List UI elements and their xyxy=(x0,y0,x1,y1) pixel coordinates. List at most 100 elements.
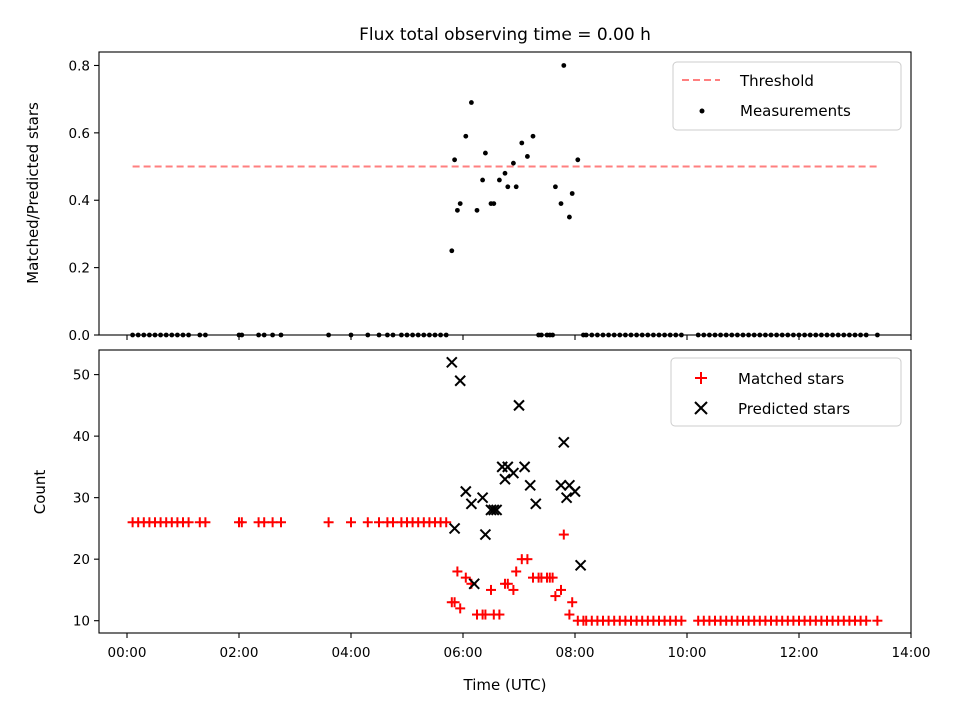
predicted-star-point xyxy=(499,473,511,485)
measurement-point xyxy=(511,160,516,166)
legend-measurements-label: Measurements xyxy=(740,102,851,120)
bottom-x-tick-label: 04:00 xyxy=(332,645,371,661)
matched-star-point xyxy=(502,578,513,589)
matched-star-point xyxy=(567,597,578,608)
matched-star-point xyxy=(362,517,373,528)
matched-star-point xyxy=(550,591,561,602)
matched-star-point xyxy=(558,529,569,540)
predicted-star-point xyxy=(530,498,542,510)
predicted-star-point xyxy=(479,528,492,541)
bottom-y-tick-label: 40 xyxy=(73,429,90,445)
measurement-point xyxy=(474,207,480,213)
matched-star-point xyxy=(494,609,505,620)
measurement-point xyxy=(530,133,536,139)
measurement-point xyxy=(519,140,525,146)
predicted-star-point xyxy=(513,399,525,412)
measurement-point xyxy=(449,248,455,254)
top-y-tick-label: 0.2 xyxy=(69,261,90,277)
predicted-star-point xyxy=(446,356,458,369)
matched-star-point xyxy=(441,517,452,528)
measurement-point xyxy=(480,177,485,183)
predicted-star-point xyxy=(488,504,500,516)
top-y-tick-label: 0.6 xyxy=(69,126,90,142)
bottom-panel: 10 20 30 40 50 00:00 02:00 04:00 06:00 08:00 10:00… xyxy=(31,349,931,694)
matched-star-point xyxy=(200,517,211,528)
top-y-axis-label: Matched/Predicted stars xyxy=(24,102,42,284)
matched-star-point xyxy=(259,517,270,528)
matched-star-point xyxy=(556,584,566,595)
bottom-x-tick-label: 06:00 xyxy=(444,645,483,661)
measurement-point xyxy=(469,100,474,105)
predicted-star-point xyxy=(468,578,480,590)
predicted-star-point xyxy=(558,436,570,448)
top-panel: Flux total observing time = 0.00 h 0.0 0.… xyxy=(24,25,912,344)
bottom-y-tick-label: 20 xyxy=(73,552,90,568)
top-axes-frame xyxy=(98,51,912,336)
matched-star-point xyxy=(183,517,194,528)
legend-matched-swatch xyxy=(695,372,707,384)
bottom-x-tick-label: 02:00 xyxy=(220,645,259,661)
measurement-point xyxy=(483,150,488,156)
predicted-star-point xyxy=(524,479,536,492)
bottom-y-axis-label: Count xyxy=(31,470,49,515)
measurement-point xyxy=(491,201,497,207)
measurement-point xyxy=(457,201,463,207)
matched-star-point xyxy=(676,615,687,626)
matched-star-point xyxy=(374,517,384,528)
top-legend: Threshold Measurements xyxy=(672,61,902,131)
bottom-x-tick-label: 12:00 xyxy=(780,645,819,661)
predicted-star-point xyxy=(448,522,461,535)
predicted-star-point xyxy=(460,485,472,498)
measurement-point xyxy=(513,184,519,190)
predicted-star-point xyxy=(560,491,573,504)
measurement-point xyxy=(561,63,567,68)
bottom-ticks: 10 20 30 40 50 00:00 02:00 04:00 06:00 08:00 10:00… xyxy=(73,368,931,661)
top-y-tick-label: 0.8 xyxy=(69,58,90,74)
bottom-axes-frame xyxy=(98,349,912,634)
measurement-point xyxy=(575,157,581,163)
matched-star-point xyxy=(547,572,558,583)
matched-star-point xyxy=(452,566,463,577)
bottom-x-tick-label: 08:00 xyxy=(556,645,595,661)
matched-star-point xyxy=(236,517,247,528)
chart-title: Flux total observing time = 0.00 h xyxy=(359,25,651,45)
top-y-tick-label: 0.0 xyxy=(69,328,90,344)
legend-threshold-label: Threshold xyxy=(739,72,814,90)
bottom-x-tick-label: 00:00 xyxy=(108,645,147,661)
matched-star-point xyxy=(455,603,466,614)
matched-star-point xyxy=(388,517,398,528)
bottom-y-tick-label: 10 xyxy=(73,614,90,630)
matched-star-point xyxy=(508,584,519,595)
legend-predicted-label: Predicted stars xyxy=(738,400,850,418)
measurement-point xyxy=(567,214,572,220)
predicted-star-point xyxy=(476,491,489,504)
matched-star-point xyxy=(480,609,491,620)
measurement-point xyxy=(525,154,530,159)
x-axis-label: Time (UTC) xyxy=(463,676,547,694)
predicted-star-point xyxy=(518,461,531,473)
predicted-star-point xyxy=(574,559,587,572)
predicted-star-point xyxy=(465,498,478,510)
predicted-star-point xyxy=(507,467,520,479)
matched-star-point xyxy=(449,597,460,608)
measurement-point xyxy=(497,177,502,183)
bottom-marks xyxy=(127,356,883,626)
matched-star-point xyxy=(511,566,522,577)
measurement-point xyxy=(558,201,564,207)
measurement-point xyxy=(502,170,508,176)
matched-star-point xyxy=(872,615,883,626)
measurement-point xyxy=(505,184,511,190)
measurement-point xyxy=(455,207,460,213)
measurement-point xyxy=(569,191,575,196)
matched-star-point xyxy=(460,572,471,583)
bottom-legend-box xyxy=(670,357,902,427)
predicted-star-point xyxy=(454,375,466,387)
matched-star-point xyxy=(522,554,533,565)
matched-star-point xyxy=(267,517,278,528)
predicted-star-point xyxy=(490,504,503,516)
legend-measurements-swatch xyxy=(699,108,705,114)
bottom-y-tick-label: 30 xyxy=(73,491,90,507)
matched-star-point xyxy=(346,517,356,528)
legend-matched-label: Matched stars xyxy=(738,370,844,388)
